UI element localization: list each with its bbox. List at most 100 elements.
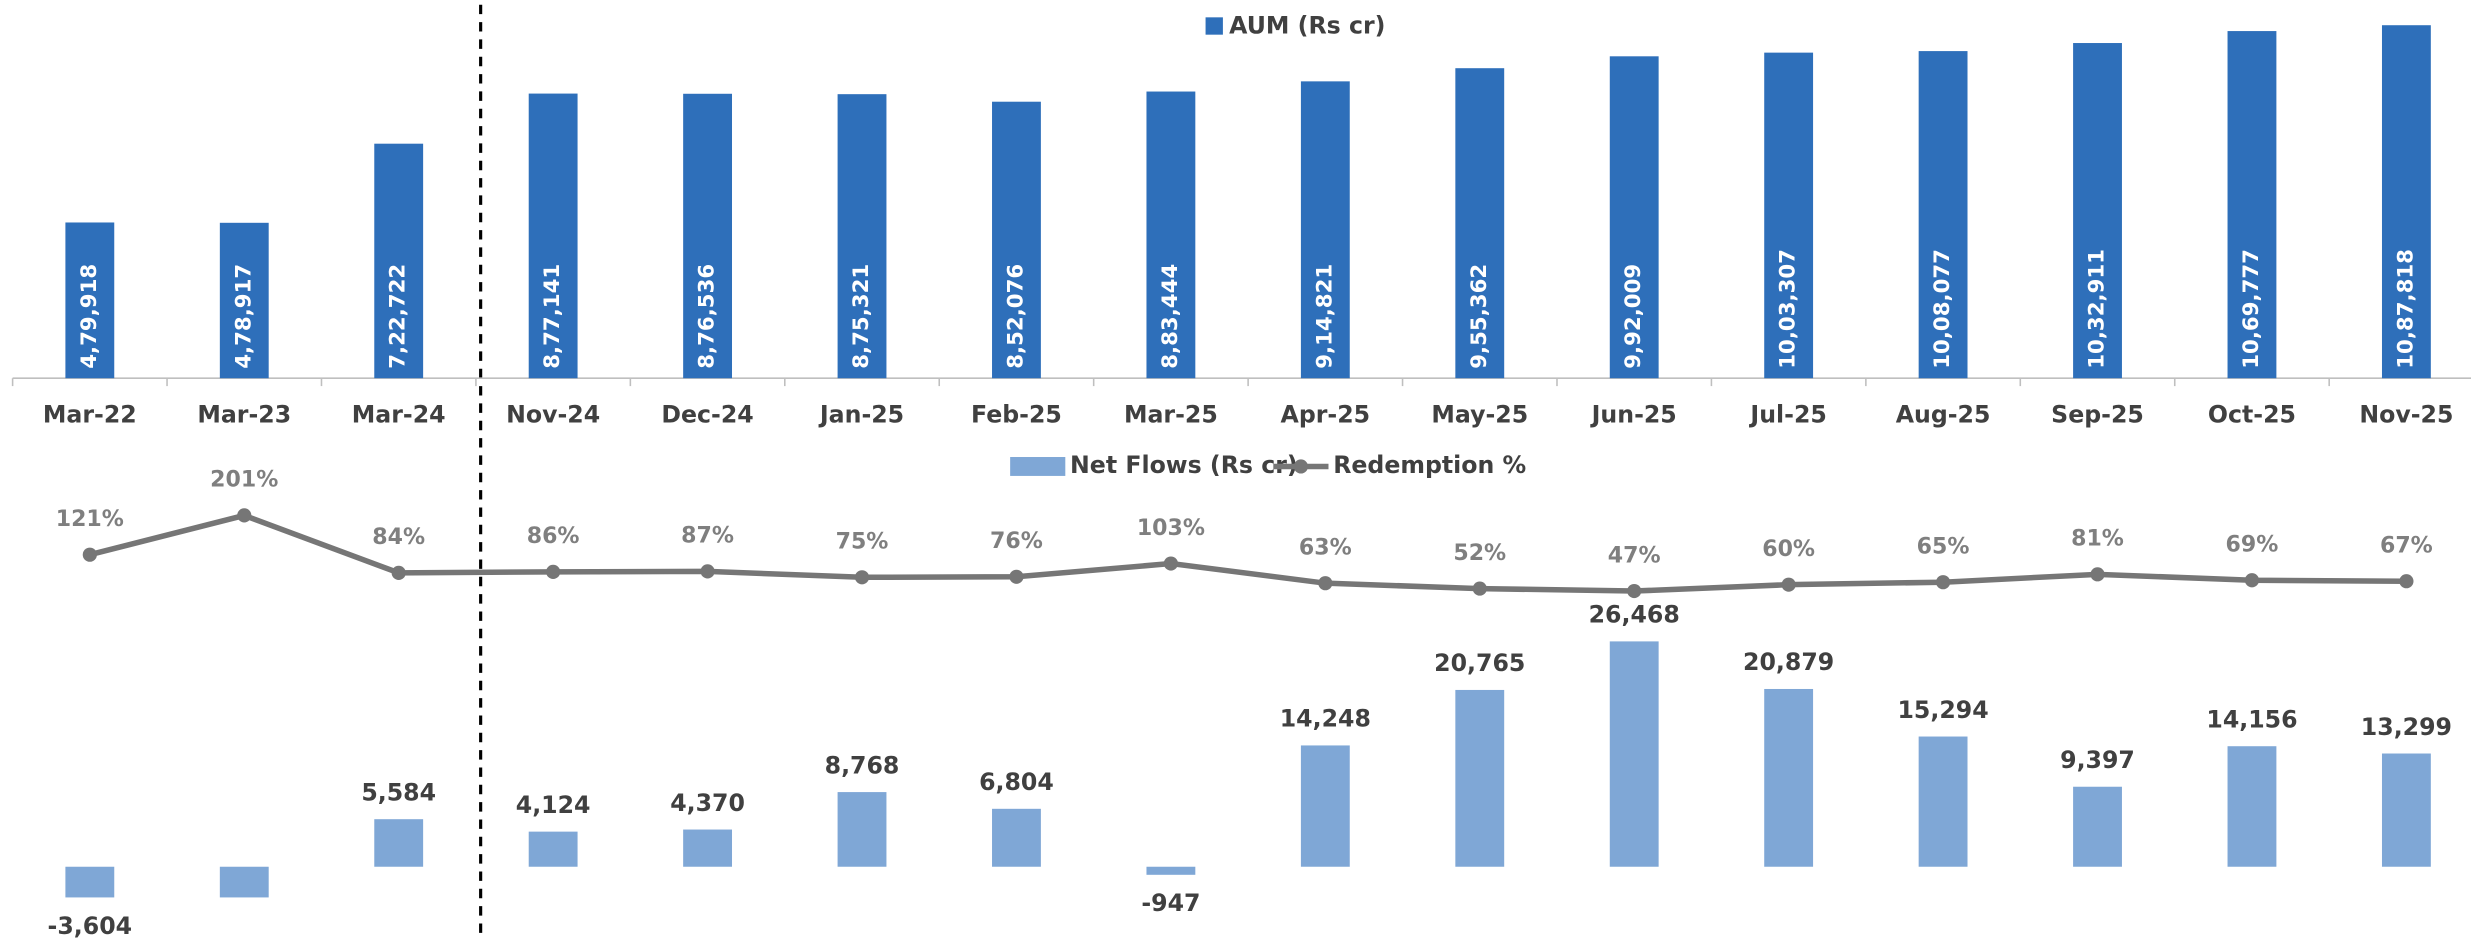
redemption-label: 86% [527, 524, 580, 549]
flow-bar [374, 819, 424, 867]
aum-label: 4,78,917 [231, 264, 256, 369]
aum-bar [219, 222, 269, 379]
redemption-label: 76% [990, 529, 1043, 554]
flow-label: 14,156 [2206, 706, 2297, 734]
aum-bar [1609, 56, 1659, 379]
redemption-dot [1935, 575, 1951, 590]
redemption-label: 201% [210, 468, 278, 493]
flow-label: 4,370 [670, 789, 745, 817]
flow-label: 13,299 [2361, 713, 2452, 741]
flow-bar [219, 866, 269, 898]
flow-bar [2073, 786, 2122, 867]
flow-label: 14,248 [1280, 705, 1371, 733]
aum-label: 8,77,141 [540, 264, 565, 369]
flow-bar [528, 831, 578, 867]
flow-label: 9,397 [2060, 746, 2135, 774]
flow-label: 20,879 [1743, 648, 1834, 676]
x-tick-label: Nov-24 [506, 401, 600, 429]
redemption-label: 52% [1453, 541, 1506, 566]
redemption-label: 65% [1917, 535, 1970, 560]
x-tick-label: Nov-25 [2359, 401, 2453, 429]
aum-label: 10,32,911 [2085, 249, 2110, 369]
flow-bar [1455, 689, 1505, 867]
flow-bar [1300, 745, 1350, 867]
redemption-label: 87% [681, 524, 734, 549]
redemption-label: 67% [2380, 534, 2433, 559]
aum-label: 7,22,722 [386, 264, 411, 369]
redemption-label: 47% [1608, 543, 1661, 568]
redemption-dot [1318, 576, 1333, 591]
redemption-label: 121% [56, 507, 124, 532]
flow-bar [1918, 736, 1968, 867]
flow-bar [1146, 866, 1196, 875]
aum-bar [2227, 31, 2277, 379]
aum-label: 10,87,818 [2393, 249, 2418, 369]
redemption-dot [1472, 581, 1487, 596]
aum-bar [683, 93, 733, 379]
flow-label: 8,768 [825, 751, 900, 779]
aum-bar [528, 93, 578, 379]
flow-label: -947 [1141, 889, 1200, 917]
x-tick-label: Sep-25 [2051, 401, 2144, 429]
aum-bar [1300, 81, 1350, 379]
aum-label: 9,92,009 [1621, 264, 1646, 369]
flow-label: 6,804 [979, 768, 1054, 796]
aum-label: 8,83,444 [1158, 264, 1183, 369]
aum-bar [837, 94, 887, 379]
chart-body: 4,79,918 4,78,917 7,22,722 8,77,141 8,76,536… [11, 4, 2471, 940]
redemption-dot [1009, 569, 1024, 584]
flow-bar [1609, 641, 1659, 867]
x-tick-label: Feb-25 [971, 401, 1062, 429]
x-tick-label: Apr-25 [1281, 401, 1371, 429]
flow-bar [2381, 753, 2431, 867]
flow-bar [837, 792, 887, 867]
x-tick-label: Oct-25 [2208, 401, 2296, 429]
redemption-dot [237, 508, 252, 523]
legend-label: Net Flows (Rs cr) [1070, 451, 1298, 479]
aum-bar [2073, 43, 2122, 379]
x-tick-label: Mar-23 [197, 401, 291, 429]
aum-bar [1764, 52, 1814, 379]
aum-bar [1146, 91, 1196, 379]
aum-label: 9,55,362 [1467, 264, 1492, 369]
aum-bar [1455, 68, 1505, 379]
redemption-label: 60% [1762, 537, 1815, 562]
redemption-dot [2244, 573, 2260, 588]
redemption-label: 81% [2071, 527, 2124, 552]
flow-label: 5,584 [361, 778, 436, 806]
aum-bar [2381, 25, 2431, 379]
aum-label: 8,76,536 [695, 264, 720, 369]
x-tick-label: Jan-25 [818, 401, 904, 429]
redemption-dot [82, 547, 97, 562]
flow-label: 4,124 [516, 791, 591, 819]
redemption-label: 63% [1299, 536, 1352, 561]
aum-bar [65, 222, 115, 379]
redemption-dot [1163, 556, 1178, 571]
flow-label: 20,765 [1434, 649, 1525, 677]
redemption-dot [854, 570, 870, 585]
aum-label: 9,14,821 [1312, 264, 1337, 369]
redemption-line [89, 512, 2407, 594]
redemption-label: 75% [836, 530, 889, 555]
flow-bar [992, 808, 1041, 867]
flow-bar [2227, 746, 2277, 867]
aum-bar [1918, 51, 1968, 379]
redemption-dot [2090, 567, 2105, 582]
redemption-dot [700, 564, 715, 579]
redemption-dot [391, 565, 406, 580]
redemption-dot [1627, 583, 1642, 599]
aum-bar [374, 143, 424, 379]
x-tick-label: Mar-24 [352, 401, 446, 429]
redemption-label: 84% [372, 525, 425, 550]
legend-swatch [1010, 457, 1066, 476]
x-tick-label: Jun-25 [1590, 401, 1677, 429]
legend-label: Redemption % [1333, 451, 1526, 479]
aum-label: 8,52,076 [1003, 264, 1028, 369]
flow-label: 15,294 [1897, 696, 1988, 724]
redemption-dot [2399, 574, 2414, 589]
legend-dot [1293, 459, 1308, 474]
aum-bar [992, 101, 1041, 379]
aum-label: 10,69,777 [2239, 249, 2264, 369]
x-tick-label: May-25 [1431, 401, 1528, 429]
legend-swatch [1205, 17, 1223, 35]
